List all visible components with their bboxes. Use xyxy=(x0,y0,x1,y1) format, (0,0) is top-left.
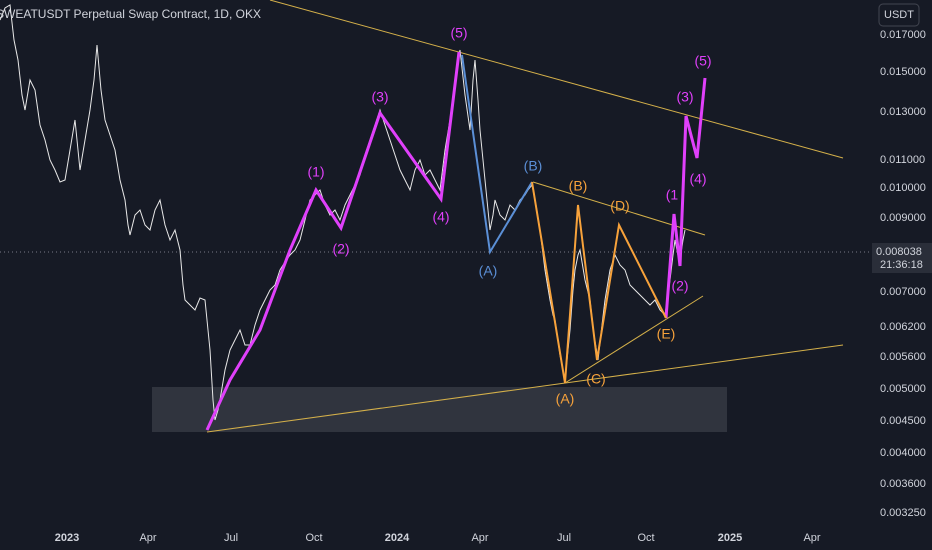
time-label: Apr xyxy=(803,532,820,544)
price-label: 0.007000 xyxy=(880,286,926,298)
price-label: 0.005600 xyxy=(880,351,926,363)
time-label: 2023 xyxy=(55,532,79,544)
price-label: 0.006200 xyxy=(880,321,926,333)
countdown: 21:36:18 xyxy=(880,259,923,271)
wave-label: (B) xyxy=(524,158,543,174)
wave-label: (1 xyxy=(666,187,679,203)
wave-label: (C) xyxy=(586,371,605,387)
current-price-box xyxy=(872,243,932,273)
price-label: 0.009000 xyxy=(880,212,926,224)
price-label: 0.003600 xyxy=(880,478,926,490)
wave-label: (4) xyxy=(689,171,706,187)
price-label: 0.010000 xyxy=(880,182,926,194)
wave-label: (1) xyxy=(307,164,324,180)
price-label: 0.015000 xyxy=(880,66,926,78)
current-price: 0.008038 xyxy=(876,246,922,258)
price-label: 0.011000 xyxy=(880,154,925,166)
wave-label: (2) xyxy=(332,241,349,257)
price-label: 0.003250 xyxy=(880,507,926,519)
trend-line xyxy=(269,0,844,159)
trend-line xyxy=(206,344,844,433)
wave-label: (A) xyxy=(479,263,498,279)
wave-label: (E) xyxy=(657,326,676,342)
time-label: 2024 xyxy=(385,532,410,544)
wave-label: (B) xyxy=(569,178,588,194)
wave-label: (A) xyxy=(556,391,575,407)
wave-label: (3) xyxy=(371,89,388,105)
wave-label: (D) xyxy=(610,198,629,214)
labels: 0.017000 0.015000 0.013000 0.011000 0.010000… xyxy=(55,25,926,544)
wave-label: (4) xyxy=(432,209,449,225)
triangle-wave xyxy=(531,181,667,384)
price-label: 0.005000 xyxy=(880,383,926,395)
impulse-wave xyxy=(205,51,461,431)
currency-button[interactable] xyxy=(878,3,920,27)
correction-wave xyxy=(461,54,533,255)
currency-button-label[interactable]: USDT xyxy=(884,9,914,21)
wave-label: (3) xyxy=(676,89,693,105)
chart-title: SWEATUSDT Perpetual Swap Contract, 1D, O… xyxy=(0,7,261,21)
time-label: Apr xyxy=(139,532,156,544)
wave-label: (5) xyxy=(694,53,711,69)
time-label: Jul xyxy=(557,532,571,544)
time-label: Jul xyxy=(224,532,238,544)
price-label: 0.004500 xyxy=(880,415,926,427)
price-label: 0.004000 xyxy=(880,447,926,459)
wave-label: (2) xyxy=(671,278,688,294)
price-label: 0.013000 xyxy=(880,106,926,118)
time-label: Oct xyxy=(637,532,654,544)
wave-label: (5) xyxy=(450,25,467,41)
time-label: Oct xyxy=(305,532,322,544)
time-label: Apr xyxy=(471,532,488,544)
time-label: 2025 xyxy=(718,532,742,544)
projected-wave xyxy=(664,77,707,319)
price-axis xyxy=(870,0,932,550)
trend-line xyxy=(564,295,704,384)
support-zone xyxy=(152,387,727,432)
price-label: 0.017000 xyxy=(880,29,926,41)
